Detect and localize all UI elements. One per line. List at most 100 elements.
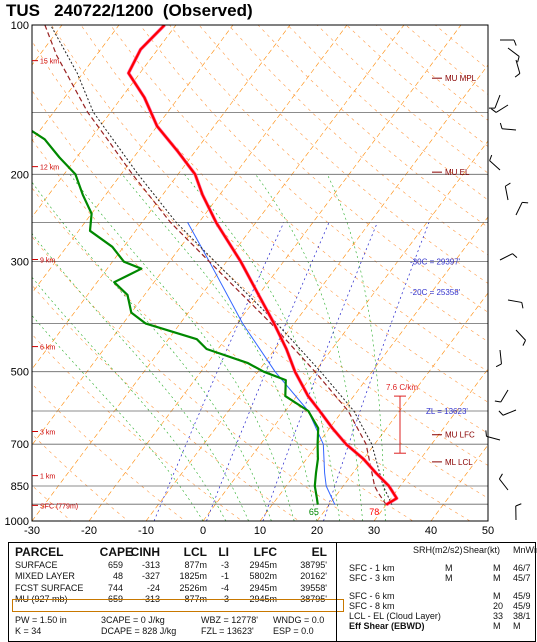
cell: -3 <box>211 560 229 570</box>
moist-adiabat <box>256 174 363 521</box>
wind-barb-staff <box>503 410 516 415</box>
cell: -313 <box>128 560 160 570</box>
dry-adiabat <box>376 25 537 532</box>
wind-barb-staff <box>499 479 508 490</box>
isotherm-line <box>146 25 518 521</box>
temperature-tick-label: 10 <box>254 525 266 537</box>
grid-layer <box>0 25 537 532</box>
parcel-row-mixed: MIXED LAYER 48 -327 1825m -1 5802m 20162… <box>15 571 337 583</box>
cell: -24 <box>128 583 160 593</box>
cell: 5802m <box>237 571 277 581</box>
pressure-tick-label: 300 <box>11 257 29 269</box>
cell: SURFACE <box>15 560 58 570</box>
parameter-panel: PARCEL CAPE CINH LCL LI LFC EL SURFACE 6… <box>8 542 536 642</box>
height-label: SFC (779m) <box>40 503 78 510</box>
chart-title: TUS 240722/1200 (Observed) <box>6 1 253 21</box>
temperature-tick-label: -10 <box>138 525 154 537</box>
col-parcel: PARCEL <box>15 545 63 559</box>
col-lcl: LCL <box>167 545 207 559</box>
index-esp: ESP = 0.0 <box>273 626 314 636</box>
shear-row: SFC - 8 km 20 45/9 <box>341 601 535 611</box>
temperature-tick-label: 40 <box>425 525 437 537</box>
moist-adiabat <box>0 174 249 521</box>
shear-value: M <box>493 591 501 601</box>
lapse-rate-label: 7.6 C/km <box>386 383 418 392</box>
col-srh: SRH(m2/s2) <box>413 545 463 555</box>
shear-row: SFC - 1 km M M 46/7 <box>341 563 535 573</box>
col-li: LI <box>211 545 229 559</box>
wind-barb-flag <box>512 254 516 258</box>
temperature-trace <box>129 25 397 505</box>
isotherm-line <box>374 25 537 521</box>
wind-barb-flag <box>486 430 487 436</box>
wind-barb-flag <box>496 364 501 367</box>
wind-barb-staff <box>486 436 500 440</box>
shear-mnwind: 45/9 <box>513 591 531 601</box>
cell: FCST SURFACE <box>15 583 83 593</box>
index-3cape: 3CAPE = 0 J/kg <box>101 615 165 625</box>
cell: 2945m <box>237 583 277 593</box>
shear-mnwind: 45/7 <box>513 573 531 583</box>
wind-barb-flag <box>523 340 526 345</box>
cell: 659 <box>93 560 123 570</box>
surface-temperature-label: 78 <box>369 507 379 517</box>
shear-mnwind: 38/1 <box>513 611 531 621</box>
dry-adiabat <box>22 25 537 532</box>
wind-barb-staff <box>500 254 512 260</box>
cell: 1825m <box>167 571 207 581</box>
parcel-table-header: PARCEL CAPE CINH LCL LI LFC EL <box>15 545 337 557</box>
height-label: 1 km <box>40 474 55 481</box>
pressure-tick-label: 850 <box>11 481 29 493</box>
shear-label: LCL - EL (Cloud Layer) <box>349 611 441 621</box>
temperature-trace-halo <box>129 25 397 505</box>
moist-adiabat <box>0 174 203 521</box>
level-label: ML LCL <box>445 458 473 467</box>
dry-adiabat <box>0 25 537 532</box>
shear-mnwind: 46/7 <box>513 563 531 573</box>
wind-barb-flag <box>514 40 516 46</box>
wind-barb-staff <box>508 48 519 56</box>
shear-row: Eff Shear (EBWD) M M <box>341 621 535 631</box>
temperature-tick-label: 50 <box>482 525 494 537</box>
height-label: 3 km <box>40 429 55 436</box>
temperature-tick-label: -30 <box>24 525 40 537</box>
wind-barb-staff <box>496 105 508 112</box>
wind-barb-staff <box>500 350 501 364</box>
shear-label: Eff Shear (EBWD) <box>349 621 425 631</box>
cell: 877m <box>167 560 207 570</box>
shear-row: SFC - 3 km M M 45/7 <box>341 573 535 583</box>
shear-value: 20 <box>493 601 503 611</box>
index-pw: PW = 1.50 in <box>15 615 67 625</box>
wind-barb-flag <box>491 109 496 113</box>
wind-barb-staff <box>490 161 500 170</box>
cell: 20162' <box>283 571 327 581</box>
moist-adiabat <box>26 174 271 521</box>
temperature-tick-label: 0 <box>200 525 206 537</box>
col-mnwind: MnWind <box>513 545 537 555</box>
shear-label: SFC - 1 km <box>349 563 395 573</box>
level-annotation: -20C = 25358' <box>410 288 461 297</box>
wind-barb-flag <box>516 504 522 506</box>
shear-srh: M <box>445 563 453 573</box>
col-el: EL <box>283 545 327 559</box>
cell: MIXED LAYER <box>15 571 75 581</box>
wind-barb-flag <box>495 401 501 402</box>
cell: 39558' <box>283 583 327 593</box>
wind-barb-staff <box>508 300 522 302</box>
moist-adiabat <box>0 174 226 521</box>
plot-frame <box>32 25 488 521</box>
shear-mnwind: 45/9 <box>513 601 531 611</box>
dry-adiabat <box>0 25 83 532</box>
cell: -1 <box>211 571 229 581</box>
shear-value: M <box>493 573 501 583</box>
isotherm-line <box>431 25 537 521</box>
temperature-tick-label: 20 <box>311 525 323 537</box>
index-k: K = 34 <box>15 626 41 636</box>
wind-barb-staff <box>495 95 500 108</box>
shear-label: SFC - 6 km <box>349 591 395 601</box>
isotherm-line <box>0 25 62 521</box>
cell: 744 <box>93 583 123 593</box>
level-label: MU EL <box>445 168 470 177</box>
level-label: MU LFC <box>445 431 475 440</box>
